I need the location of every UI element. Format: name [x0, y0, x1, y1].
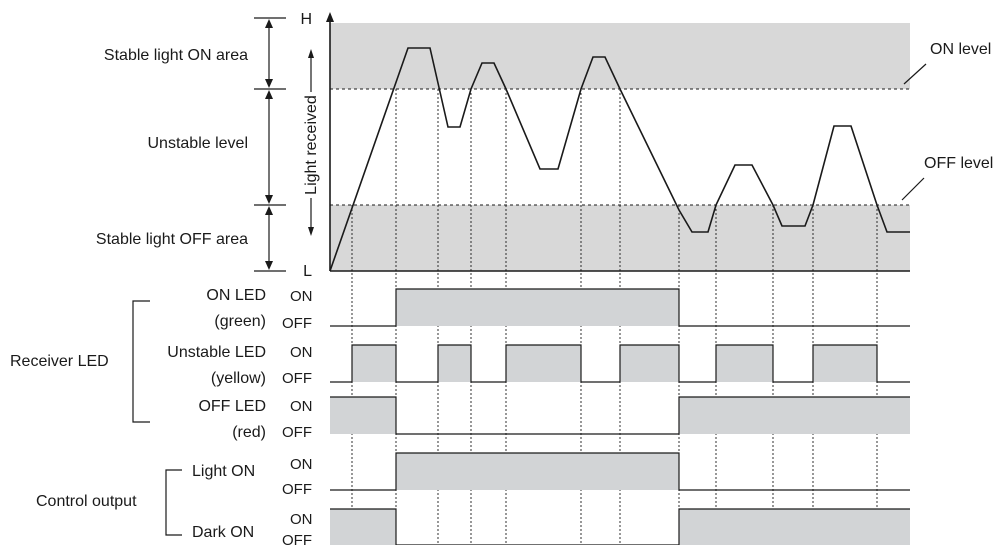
light-on-pulse	[396, 453, 679, 490]
on-led-signal	[330, 288, 910, 327]
off-led-on-text: ON	[290, 398, 313, 415]
unstable-led-pulse	[352, 345, 396, 382]
receiver-led-bracket	[132, 300, 150, 423]
unstable-led-on-text: ON	[290, 344, 313, 361]
dark-on-on-text: ON	[290, 511, 313, 528]
light-on-signal	[330, 452, 910, 491]
region-unstable-label: Unstable level	[148, 135, 249, 152]
on-level-leader	[903, 63, 927, 85]
control-output-label: Control output	[36, 493, 137, 510]
light-on-label: Light ON	[192, 463, 255, 480]
dark-on-label: Dark ON	[192, 524, 254, 541]
y-title-arrowhead-down	[308, 227, 314, 236]
dark-on-off-text: OFF	[282, 532, 312, 545]
light-on-off-text: OFF	[282, 481, 312, 498]
unstable-led-pulse	[438, 345, 471, 382]
region-off-label: Stable light OFF area	[96, 231, 248, 248]
unstable-led-sublabel: (yellow)	[211, 370, 266, 387]
range-arrow-on-head-top	[265, 19, 273, 28]
off-led-sublabel: (red)	[232, 424, 266, 441]
unstable-led-label: Unstable LED	[167, 344, 266, 361]
control-output-bracket	[165, 469, 182, 536]
on-led-pulse	[396, 289, 679, 326]
off-level-label: OFF level	[924, 155, 993, 172]
on-led-on-text: ON	[290, 288, 313, 305]
axis-low-label: L	[303, 263, 312, 280]
unstable-led-pulse	[716, 345, 773, 382]
unstable-led-signal	[330, 344, 910, 383]
range-arrow-unstable-head-bottom	[265, 195, 273, 204]
axis-high-label: H	[300, 11, 312, 28]
dark-on-signal	[330, 508, 910, 545]
unstable-led-pulses	[352, 345, 877, 382]
range-arrow-off-head-bottom	[265, 261, 273, 270]
off-led-off-text: OFF	[282, 424, 312, 441]
range-arrow-unstable-head-top	[265, 90, 273, 99]
off-led-pulse	[330, 397, 396, 434]
y-title-arrowhead-up	[308, 49, 314, 58]
unstable-led-pulse	[506, 345, 581, 382]
y-axis-arrowhead	[326, 12, 334, 22]
light-received-waveform	[329, 47, 910, 272]
on-led-off-text: OFF	[282, 315, 312, 332]
off-led-pulse	[679, 397, 910, 434]
unstable-led-pulse	[813, 345, 877, 382]
on-led-sublabel: (green)	[214, 313, 266, 330]
light-on-on-text: ON	[290, 456, 313, 473]
receiver-led-label: Receiver LED	[10, 353, 109, 370]
stable-on-band	[330, 23, 910, 89]
range-arrow-on-head-bottom	[265, 79, 273, 88]
y-axis-title: Light received	[303, 95, 320, 195]
unstable-led-pulse	[620, 345, 679, 382]
on-led-label: ON LED	[206, 287, 266, 304]
range-arrow-off-head-top	[265, 206, 273, 215]
off-level-leader	[901, 177, 925, 201]
region-on-label: Stable light ON area	[104, 47, 248, 64]
off-led-signal	[330, 396, 910, 435]
on-level-label: ON level	[930, 41, 991, 58]
dark-on-pulse	[679, 509, 910, 545]
off-led-label: OFF LED	[198, 398, 266, 415]
unstable-led-off-text: OFF	[282, 370, 312, 387]
dark-on-pulse	[330, 509, 396, 545]
